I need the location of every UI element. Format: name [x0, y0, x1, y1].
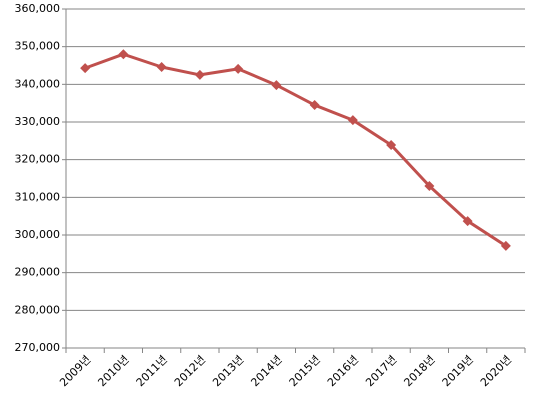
x-tick-label: 2013년 — [210, 353, 246, 389]
x-tick-label: 2009년 — [57, 353, 93, 389]
x-tick-label: 2014년 — [248, 353, 284, 389]
y-tick-label: 350,000 — [15, 40, 61, 53]
y-tick-label: 300,000 — [15, 228, 61, 241]
x-tick-label: 2010년 — [95, 353, 131, 389]
y-tick-label: 340,000 — [15, 77, 61, 90]
marker — [156, 62, 167, 73]
x-tick-label: 2017년 — [363, 353, 399, 389]
marker — [347, 115, 358, 126]
marker — [118, 49, 129, 60]
y-tick-label: 310,000 — [15, 190, 61, 203]
marker — [194, 69, 205, 80]
x-tick-label: 2020년 — [478, 353, 514, 389]
x-tick-label: 2012년 — [172, 353, 208, 389]
marker — [80, 63, 91, 74]
marker — [500, 240, 511, 251]
y-tick-label: 270,000 — [15, 341, 61, 354]
marker — [271, 80, 282, 91]
y-tick-label: 330,000 — [15, 115, 61, 128]
x-tick-label: 2016년 — [325, 353, 361, 389]
x-tick-label: 2018년 — [401, 353, 437, 389]
y-tick-label: 280,000 — [15, 303, 61, 316]
marker — [462, 216, 473, 227]
marker — [233, 63, 244, 74]
marker — [386, 139, 397, 150]
y-tick-label: 360,000 — [15, 2, 61, 15]
y-tick-label: 320,000 — [15, 153, 61, 166]
x-tick-label: 2019년 — [440, 353, 476, 389]
marker — [424, 181, 435, 192]
x-tick-label: 2011년 — [134, 353, 170, 389]
x-tick-label: 2015년 — [287, 353, 323, 389]
marker — [309, 100, 320, 111]
y-tick-label: 290,000 — [15, 266, 61, 279]
line — [84, 52, 507, 248]
